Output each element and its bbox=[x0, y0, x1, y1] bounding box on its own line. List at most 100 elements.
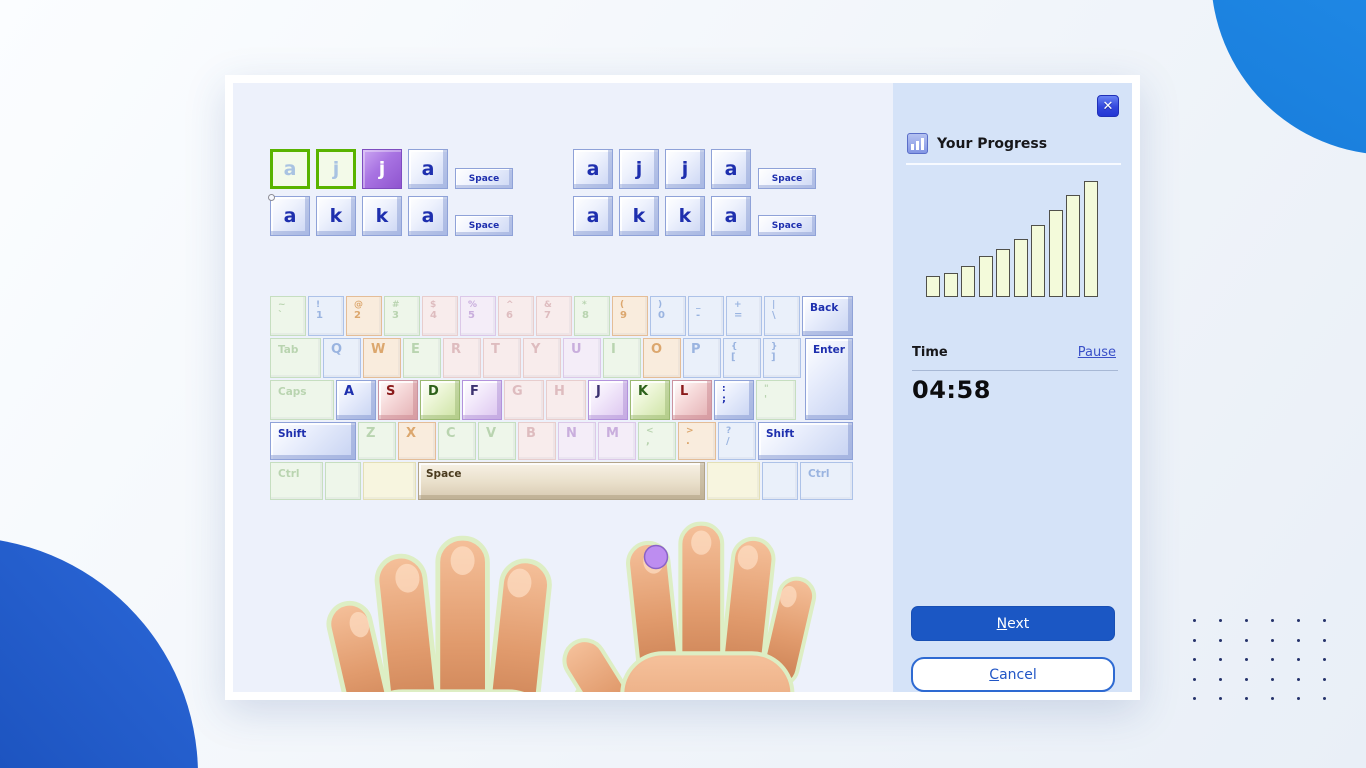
progress-bar bbox=[1083, 181, 1098, 297]
exercise-space-tile: Space bbox=[758, 215, 816, 236]
key-minus: _ - bbox=[688, 296, 724, 336]
exercise-row: a j j a Space bbox=[270, 149, 513, 189]
divider bbox=[912, 370, 1118, 371]
key-8: * 8 bbox=[574, 296, 610, 336]
time-value: 04:58 bbox=[912, 376, 991, 404]
progress-bar bbox=[1066, 195, 1080, 297]
key-s: S bbox=[378, 380, 418, 420]
key-f: F bbox=[462, 380, 502, 420]
key-ctrl-right: Ctrl bbox=[800, 462, 853, 500]
exercise-tile-k-normal: k bbox=[316, 196, 356, 236]
keyboard-row-3: Caps A S D F G H J K L:; " ' bbox=[270, 380, 853, 420]
exercise-group-1: a j j a Space a k k a Space bbox=[268, 149, 513, 236]
key-comma: <, bbox=[638, 422, 676, 460]
cancel-button[interactable]: Cancel bbox=[911, 657, 1115, 692]
key-shift-right: Shift bbox=[758, 422, 853, 460]
exercise-row: a k k a Space bbox=[573, 196, 816, 236]
keyboard-row-2: Tab Q W E R T Y U I O P{[}] bbox=[270, 338, 853, 378]
key-n: N bbox=[558, 422, 596, 460]
key-slash: ? / bbox=[718, 422, 756, 460]
finger-indicator-dot bbox=[643, 544, 669, 570]
key-7: & 7 bbox=[536, 296, 572, 336]
progress-chart bbox=[926, 179, 1104, 297]
key-c: C bbox=[438, 422, 476, 460]
key-back: Back bbox=[802, 296, 853, 336]
key-u: U bbox=[563, 338, 601, 378]
divider bbox=[906, 163, 1121, 165]
key-j: J bbox=[588, 380, 628, 420]
key-caps: Caps bbox=[270, 380, 334, 420]
key-w: W bbox=[363, 338, 401, 378]
exercise-tile-j-normal: j bbox=[619, 149, 659, 189]
exercise-space-tile: Space bbox=[455, 168, 513, 189]
right-hand-image bbox=[557, 524, 818, 692]
exercise-tile-j-active: j bbox=[362, 149, 402, 189]
exercise-tile-a-normal: a bbox=[408, 196, 448, 236]
progress-bar bbox=[1013, 239, 1028, 297]
key-blank-3 bbox=[707, 462, 760, 500]
key-l: L bbox=[672, 380, 712, 420]
exercise-tile-k-normal: k bbox=[665, 196, 705, 236]
progress-bar bbox=[1031, 225, 1045, 297]
typing-tutor-window: a j j a Space a k k a Space a j j a Space a k k a Space ~ `… bbox=[225, 75, 1140, 700]
key-equals: + = bbox=[726, 296, 762, 336]
virtual-keyboard: ~ `! 1 @2 #3 $4% 5 ^ 6 & 7 * 8(9) 0 _ - + = | \ Back Tab Q W E R T… bbox=[270, 296, 853, 500]
exercise-row: a j j a Space bbox=[573, 149, 816, 189]
key-o: O bbox=[643, 338, 681, 378]
progress-bar bbox=[943, 273, 958, 297]
keyboard-row-4: Shift Z X C V B N M <, >.? / Shift bbox=[270, 422, 853, 460]
lesson-area: a j j a Space a k k a Space a j j a Space a k k a Space ~ `… bbox=[233, 83, 893, 692]
cancel-button-label: Cancel bbox=[989, 666, 1037, 683]
key-bracket-open: {[ bbox=[723, 338, 761, 378]
key-enter: Enter bbox=[805, 338, 853, 420]
time-label: Time bbox=[912, 345, 948, 360]
key-quote: " ' bbox=[756, 380, 796, 420]
key-tab: Tab bbox=[270, 338, 321, 378]
key-9: (9 bbox=[612, 296, 648, 336]
key-backtick: ~ ` bbox=[270, 296, 306, 336]
key-i: I bbox=[603, 338, 641, 378]
exercise-tile-j-done: j bbox=[316, 149, 356, 189]
key-shift-left: Shift bbox=[270, 422, 356, 460]
exercise-tile-a-normal: a bbox=[711, 149, 751, 189]
exercise-row: a k k a Space bbox=[268, 194, 513, 236]
key-p: P bbox=[683, 338, 721, 378]
exercise-space-tile: Space bbox=[455, 215, 513, 236]
exercise-tile-a-normal: a bbox=[408, 149, 448, 189]
key-v: V bbox=[478, 422, 516, 460]
key-bracket-close: }] bbox=[763, 338, 801, 378]
key-semicolon: :; bbox=[714, 380, 754, 420]
key-1: ! 1 bbox=[308, 296, 344, 336]
key-a: A bbox=[336, 380, 376, 420]
key-space: Space bbox=[418, 462, 705, 500]
exercise-tile-a-normal: a bbox=[268, 194, 310, 236]
progress-bar bbox=[961, 266, 975, 297]
close-button[interactable]: ✕ bbox=[1097, 95, 1119, 117]
key-r: R bbox=[443, 338, 481, 378]
key-x: X bbox=[398, 422, 436, 460]
pause-link[interactable]: Pause bbox=[1077, 345, 1116, 360]
bar-chart-icon bbox=[907, 133, 928, 154]
caret-marker bbox=[268, 194, 275, 201]
key-3: #3 bbox=[384, 296, 420, 336]
key-b: B bbox=[518, 422, 556, 460]
key-g: G bbox=[504, 380, 544, 420]
key-ctrl-left: Ctrl bbox=[270, 462, 323, 500]
exercise-tile-a-normal: a bbox=[711, 196, 751, 236]
key-0: ) 0 bbox=[650, 296, 686, 336]
key-d: D bbox=[420, 380, 460, 420]
key-z: Z bbox=[358, 422, 396, 460]
key-4: $4 bbox=[422, 296, 458, 336]
exercise-tile-k-normal: k bbox=[362, 196, 402, 236]
progress-header: Your Progress bbox=[907, 133, 1047, 154]
key-t: T bbox=[483, 338, 521, 378]
next-button-label: Next bbox=[996, 615, 1030, 632]
exercise-group-2: a j j a Space a k k a Space bbox=[573, 149, 816, 236]
decor-circle-bottom-left bbox=[0, 537, 198, 768]
key-m: M bbox=[598, 422, 636, 460]
exercise-space-tile: Space bbox=[758, 168, 816, 189]
key-5: % 5 bbox=[460, 296, 496, 336]
key-q: Q bbox=[323, 338, 361, 378]
next-button[interactable]: Next bbox=[911, 606, 1115, 641]
